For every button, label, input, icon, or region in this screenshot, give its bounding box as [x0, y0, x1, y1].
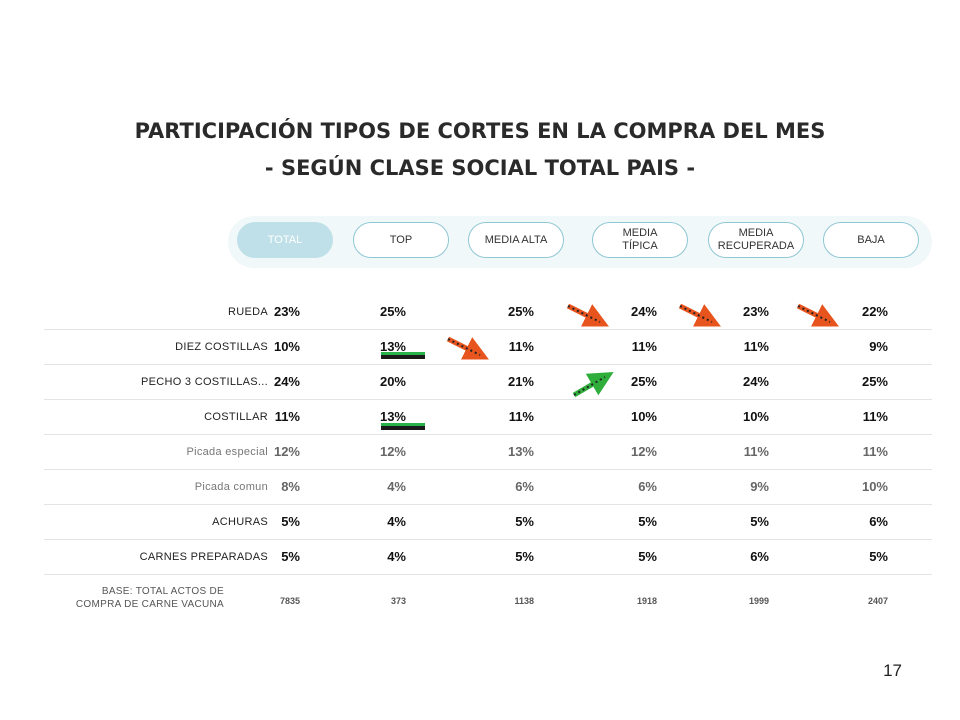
value-top: 12% [379, 444, 406, 459]
table-row: ACHURAS 5% 4% 5% 5% 5% 6% [44, 504, 932, 540]
page-subtitle: - SEGÚN CLASE SOCIAL TOTAL PAIS - [264, 156, 696, 180]
value-baja: 5% [869, 549, 888, 564]
tab-media-alta[interactable]: MEDIA ALTA [468, 222, 564, 258]
base-baja: 2407 [867, 595, 888, 606]
value-total: 5% [281, 549, 300, 564]
value-media-alta: 6% [515, 479, 534, 494]
value-media-tipica: 12% [630, 444, 657, 459]
value-top: 20% [379, 374, 406, 389]
value-baja: 6% [869, 514, 888, 529]
highlight-underline [381, 355, 425, 359]
value-total: 23% [273, 304, 300, 319]
table-row: PECHO 3 COSTILLAS... 24% 20% 21% 25% 24%… [44, 364, 932, 400]
value-total: 8% [281, 479, 300, 494]
value-baja: 11% [862, 409, 888, 424]
base-row: 7835 373 1138 1918 1999 2407 [44, 583, 932, 618]
value-baja: 22% [861, 304, 888, 319]
value-media-tipica: 10% [630, 409, 657, 424]
row-label: COSTILLAR [204, 410, 268, 423]
page-title: PARTICIPACIÓN TIPOS DE CORTES EN LA COMP… [134, 119, 826, 143]
table-row: RUEDA 23% 25% 25% 24% 23% 22% [44, 294, 932, 330]
value-media-recuperada: 9% [750, 479, 769, 494]
value-top: 4% [387, 514, 406, 529]
value-top: 4% [387, 549, 406, 564]
segment-tab-bar [228, 216, 932, 268]
value-media-alta: 13% [507, 444, 534, 459]
page-number: 17 [883, 661, 902, 680]
base-media-tipica: 1918 [636, 595, 657, 606]
row-label: DIEZ COSTILLAS [175, 340, 268, 353]
row-label: ACHURAS [212, 515, 268, 528]
value-media-recuperada: 23% [742, 304, 769, 319]
tab-top[interactable]: TOP [353, 222, 449, 258]
value-baja: 10% [861, 479, 888, 494]
value-baja: 11% [862, 444, 888, 459]
value-total: 10% [273, 339, 300, 354]
tab-media-recuperada[interactable]: MEDIA RECUPERADA [708, 222, 804, 258]
row-label: PECHO 3 COSTILLAS... [140, 375, 268, 388]
table-row: Picada comun 8% 4% 6% 6% 9% 10% [44, 469, 932, 505]
base-top: 373 [390, 595, 406, 606]
row-label: CARNES PREPARADAS [139, 550, 268, 563]
value-media-alta: 25% [507, 304, 534, 319]
value-media-alta: 5% [515, 549, 534, 564]
value-media-alta: 21% [507, 374, 534, 389]
value-media-recuperada: 24% [742, 374, 769, 389]
value-media-tipica: 5% [638, 514, 657, 529]
value-top: 25% [379, 304, 406, 319]
value-media-recuperada: 5% [750, 514, 769, 529]
value-media-alta: 11% [508, 339, 534, 354]
value-top: 13% [379, 409, 406, 424]
value-media-tipica: 11% [631, 339, 657, 354]
value-media-recuperada: 11% [743, 444, 769, 459]
base-media-recuperada: 1999 [748, 595, 769, 606]
highlight-underline-green [381, 352, 425, 355]
highlight-underline-green [381, 423, 425, 426]
base-media-alta: 1138 [514, 595, 534, 606]
value-media-tipica: 24% [630, 304, 657, 319]
value-media-tipica: 25% [630, 374, 657, 389]
value-top: 4% [387, 479, 406, 494]
row-label: Picada especial [186, 445, 268, 458]
value-media-tipica: 5% [638, 549, 657, 564]
value-media-recuperada: 10% [742, 409, 769, 424]
table-row: Picada especial 12% 12% 13% 12% 11% 11% [44, 434, 932, 470]
value-baja: 25% [861, 374, 888, 389]
tab-baja[interactable]: BAJA [823, 222, 919, 258]
value-top: 13% [379, 339, 406, 354]
tab-media-tipica[interactable]: MEDIA TÍPICA [592, 222, 688, 258]
value-total: 24% [273, 374, 300, 389]
value-baja: 9% [869, 339, 888, 354]
value-total: 11% [274, 409, 300, 424]
value-media-alta: 11% [508, 409, 534, 424]
row-label: RUEDA [227, 305, 268, 318]
value-total: 5% [281, 514, 300, 529]
value-media-recuperada: 6% [750, 549, 769, 564]
base-label: BASE: TOTAL ACTOS DE COMPRA DE CARNE VAC… [75, 586, 224, 610]
table-row: CARNES PREPARADAS 5% 4% 5% 5% 6% 5% [44, 539, 932, 575]
value-media-recuperada: 11% [743, 339, 769, 354]
tab-total[interactable]: TOTAL [237, 222, 333, 258]
value-total: 12% [273, 444, 300, 459]
row-label: Picada comun [194, 480, 268, 493]
highlight-underline [381, 426, 425, 430]
base-total: 7835 [279, 595, 300, 606]
table-row: COSTILLAR 11% 13% 11% 10% 10% 11% [44, 399, 932, 435]
table-row: DIEZ COSTILLAS 10% 13% 11% 11% 11% 9% [44, 329, 932, 365]
value-media-tipica: 6% [638, 479, 657, 494]
value-media-alta: 5% [515, 514, 534, 529]
